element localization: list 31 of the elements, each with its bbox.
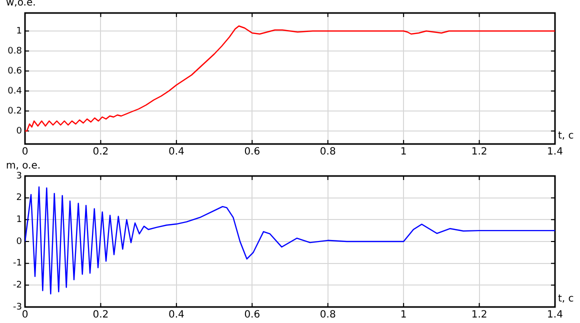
y-axis-title: w,o.e. — [6, 0, 36, 9]
x-tick-label: 0.2 — [92, 146, 109, 158]
x-tick-label: 0.4 — [168, 310, 184, 321]
y-tick-label: 0.4 — [8, 86, 22, 96]
x-axis-title: t, c — [558, 130, 574, 142]
x-tick-label: 0.4 — [168, 146, 184, 158]
x-tick-label: 0.8 — [320, 146, 336, 158]
y-tick-label: 0 — [16, 236, 22, 247]
y-tick-label: -3 — [13, 302, 22, 312]
y-tick-label: 1 — [16, 215, 22, 226]
x-tick-label: 1.2 — [471, 310, 488, 321]
x-tick-label: 1.4 — [547, 310, 563, 321]
x-tick-label: 0.8 — [320, 310, 336, 321]
y-tick-label: 0 — [16, 126, 22, 136]
x-tick-label: 0.2 — [92, 310, 109, 321]
x-tick-label: 1 — [400, 146, 407, 158]
x-axis-title: t, c — [558, 294, 574, 305]
x-tick-label: 1.2 — [471, 146, 488, 158]
x-tick-label: 0.6 — [244, 146, 260, 158]
y-tick-label: 0.8 — [8, 46, 22, 56]
y-tick-label: 2 — [16, 193, 22, 204]
y-tick-label: -1 — [13, 258, 22, 269]
x-tick-label: 0.6 — [244, 310, 260, 321]
y-tick-label: 3 — [16, 171, 22, 182]
y-axis-title: m, o.e. — [6, 160, 41, 172]
x-tick-label: 1.4 — [547, 146, 563, 158]
y-tick-label: -2 — [13, 280, 22, 291]
y-tick-label: 1 — [16, 26, 22, 36]
x-tick-label: 1 — [400, 310, 407, 321]
y-tick-label: 0.2 — [8, 106, 22, 116]
y-tick-label: 0.6 — [8, 66, 22, 76]
